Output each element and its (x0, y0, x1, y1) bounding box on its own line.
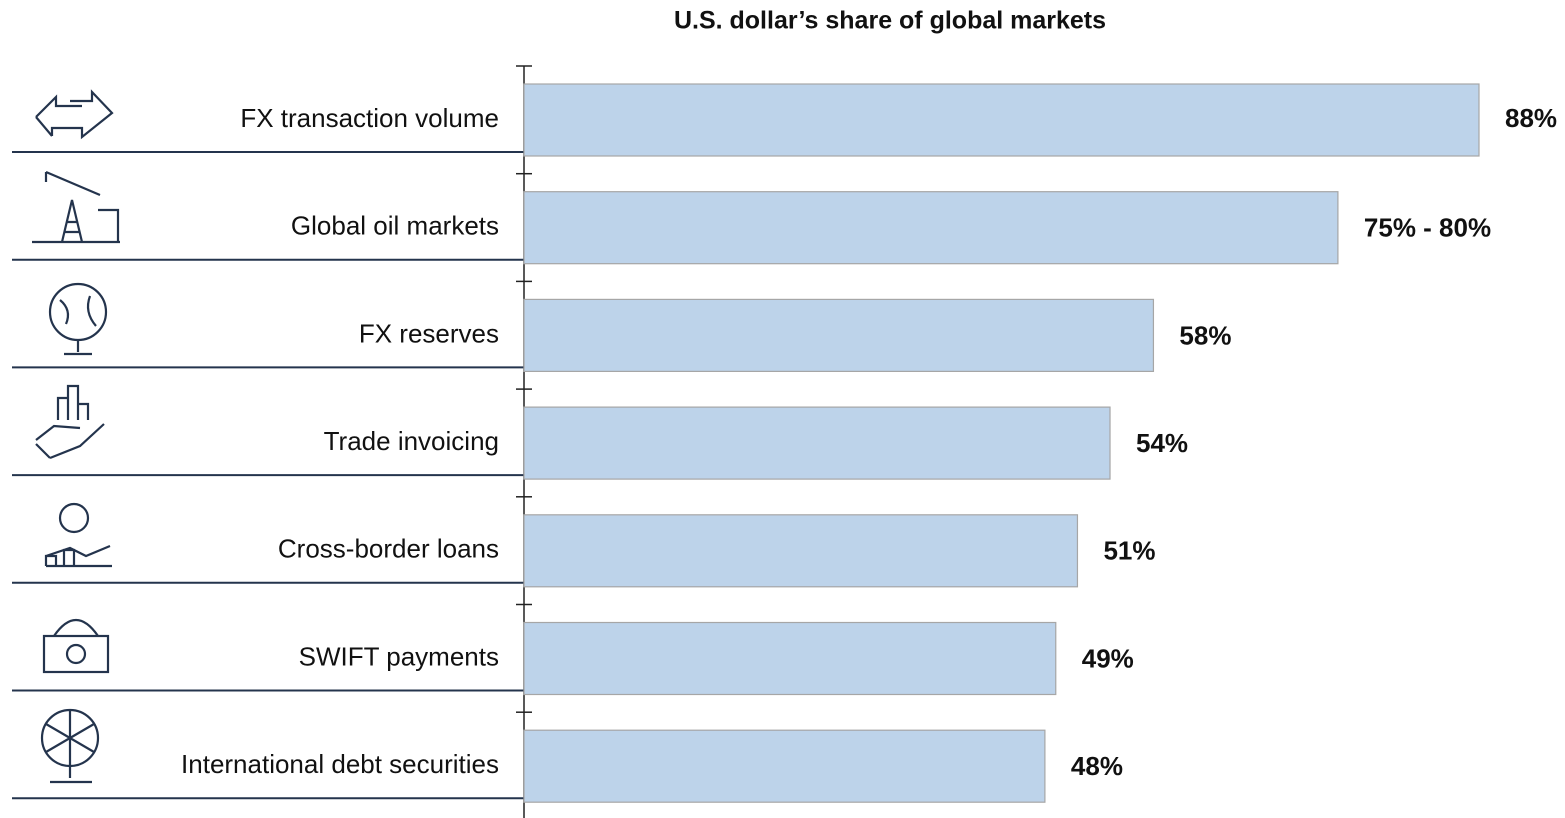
icon-loans (44, 502, 112, 568)
bar (523, 729, 1046, 803)
value-label: 88% (1505, 103, 1557, 133)
category-label: FX reserves (359, 318, 499, 348)
chart-title: U.S. dollar’s share of global markets (674, 7, 1106, 35)
bar (523, 298, 1155, 372)
category-label: International debt securities (181, 749, 499, 779)
icon-globe (48, 282, 108, 356)
icon-exchange (35, 89, 114, 140)
bar (523, 191, 1339, 265)
category-label: FX transaction volume (240, 103, 499, 133)
category-label: SWIFT payments (299, 641, 499, 671)
value-label: 54% (1136, 428, 1188, 458)
icon-swift (42, 619, 110, 674)
icon-hand-chart (35, 384, 105, 460)
category-label: Global oil markets (291, 211, 499, 241)
value-label: 49% (1082, 643, 1134, 673)
icons (32, 89, 120, 784)
bar (523, 406, 1111, 480)
category-label: Cross-border loans (278, 534, 499, 564)
value-label: 75% - 80% (1364, 213, 1491, 243)
bar (523, 621, 1057, 696)
value-label: 58% (1179, 320, 1231, 350)
bar (523, 514, 1079, 588)
value-label: 48% (1071, 751, 1123, 781)
bar (523, 83, 1480, 157)
category-label: Trade invoicing (324, 426, 499, 456)
icon-globe-grid (40, 708, 100, 784)
value-label: 51% (1103, 536, 1155, 566)
icon-oil (32, 170, 120, 244)
